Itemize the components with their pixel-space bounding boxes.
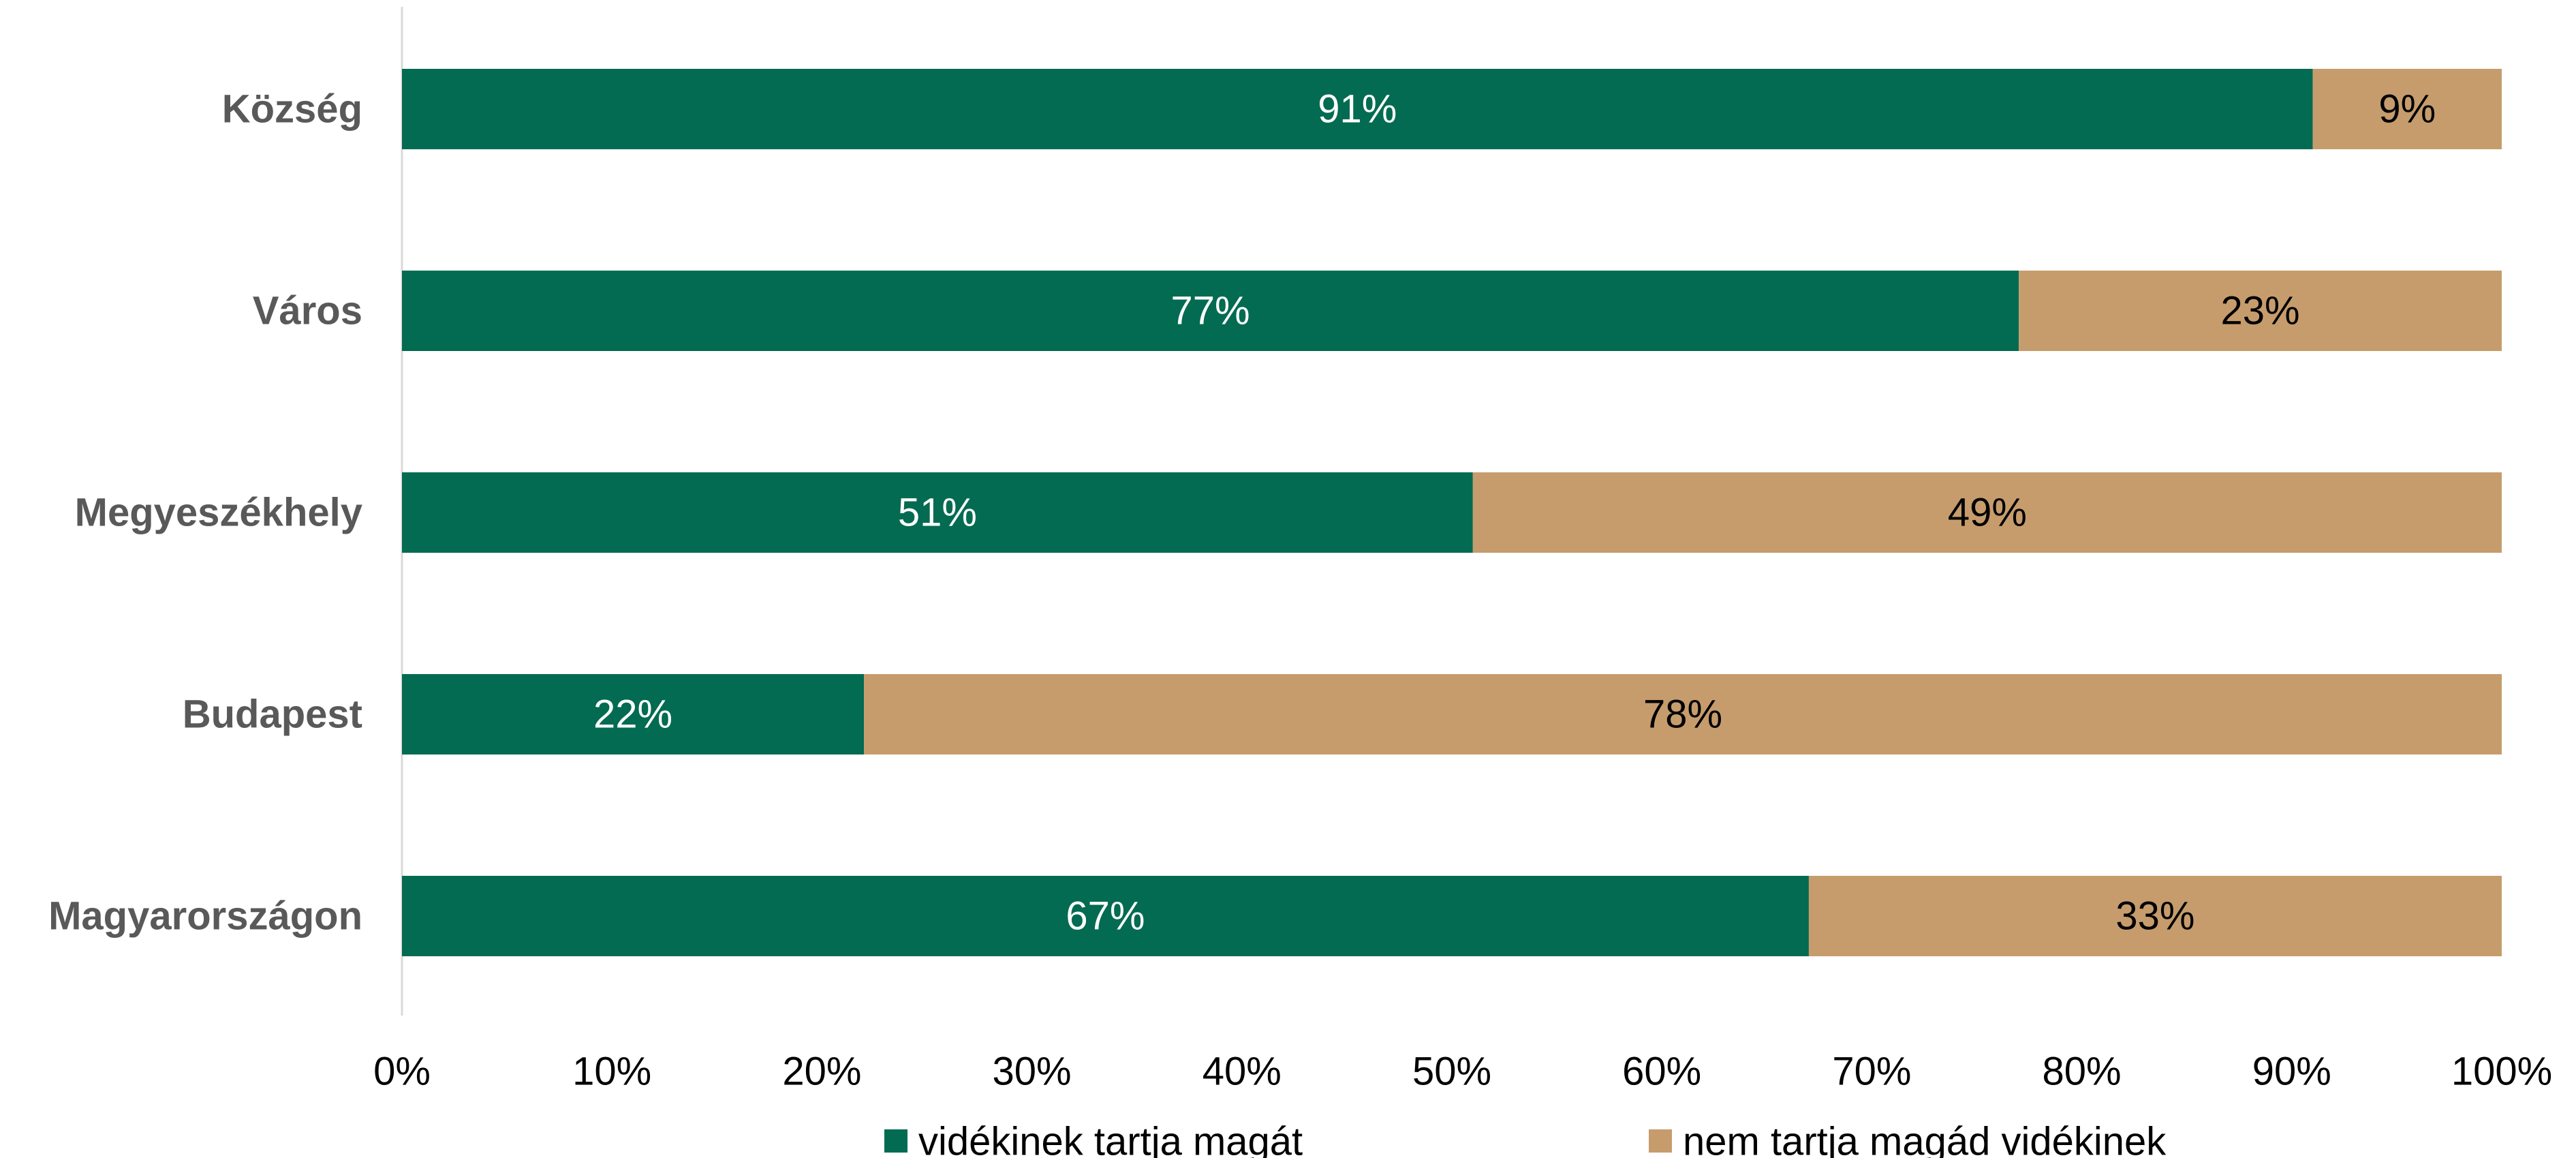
bar-segment-varos-series-1	[402, 271, 2019, 351]
data-label-megyeszekhely-series-2: 49%	[1948, 491, 2027, 535]
bar-segment-megyeszekhely-series-2	[1472, 472, 2502, 553]
bar-segment-magyarorszagon-series-1	[402, 876, 1809, 956]
category-label-magyarorszagon: Magyarországon	[48, 894, 362, 939]
data-label-varos-series-1: 77%	[1171, 289, 1250, 333]
data-label-kozseg-series-1: 91%	[1318, 87, 1397, 132]
data-label-magyarorszagon-series-1: 67%	[1066, 894, 1145, 939]
data-label-budapest-series-1: 22%	[593, 692, 672, 737]
bar-segment-kozseg-series-2	[2312, 69, 2502, 149]
plot-area	[402, 69, 2502, 956]
bar-segment-varos-series-2	[2019, 271, 2502, 351]
legend-label-1: vidékinek tartja magát	[918, 1120, 1303, 1158]
legend-item-1: vidékinek tartja magát	[884, 1120, 1303, 1158]
legend-swatch-2	[1649, 1129, 1672, 1153]
legend-swatch-1	[884, 1129, 907, 1153]
x-tick-label-80: 80%	[2043, 1050, 2122, 1094]
legend-item-2: nem tartja magád vidékinek	[1649, 1120, 2167, 1158]
bar-segment-magyarorszagon-series-2	[1808, 876, 2502, 956]
data-label-budapest-series-2: 78%	[1643, 692, 1722, 737]
data-label-magyarorszagon-series-2: 33%	[2115, 894, 2194, 939]
data-label-megyeszekhely-series-1: 51%	[898, 491, 977, 535]
data-label-varos-series-2: 23%	[2221, 289, 2300, 333]
bar-segment-budapest-series-1	[402, 674, 865, 755]
legend: vidékinek tartja magát nem tartja magád v…	[884, 1120, 2167, 1158]
x-tick-label-50: 50%	[1412, 1050, 1491, 1094]
x-tick-label-40: 40%	[1202, 1050, 1282, 1094]
category-label-budapest: Budapest	[183, 692, 362, 737]
category-label-megyeszekhely: Megyeszékhely	[75, 491, 362, 535]
x-axis-tick-labels: 0% 10% 20% 30% 40% 50% 60% 70% 80% 90% 100%	[373, 1050, 2552, 1094]
x-tick-label-20: 20%	[782, 1050, 861, 1094]
bar-segment-budapest-series-2	[864, 674, 2502, 755]
x-tick-label-60: 60%	[1622, 1050, 1701, 1094]
category-labels: Község Város Megyeszékhely Budapest Magyaror…	[48, 87, 362, 939]
x-tick-label-0: 0%	[373, 1050, 431, 1094]
legend-label-2: nem tartja magád vidékinek	[1683, 1120, 2167, 1158]
data-label-kozseg-series-2: 9%	[2378, 87, 2436, 132]
x-tick-label-10: 10%	[572, 1050, 651, 1094]
data-labels: 91% 9% 77% 23% 51% 49% 22% 78% 67% 33%	[593, 87, 2436, 939]
bar-segment-kozseg-series-1	[402, 69, 2313, 149]
x-tick-label-70: 70%	[1832, 1050, 1911, 1094]
x-tick-label-100: 100%	[2451, 1050, 2552, 1094]
category-label-kozseg: Község	[222, 87, 362, 132]
category-label-varos: Város	[253, 289, 362, 333]
x-tick-label-30: 30%	[993, 1050, 1072, 1094]
bar-segment-megyeszekhely-series-1	[402, 472, 1473, 553]
x-tick-label-90: 90%	[2252, 1050, 2331, 1094]
